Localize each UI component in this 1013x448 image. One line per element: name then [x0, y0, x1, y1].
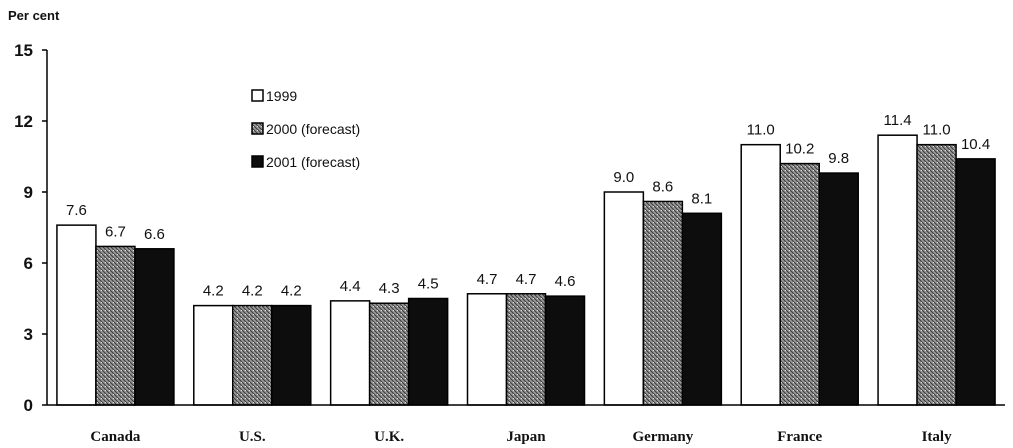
- category-label: Japan: [506, 429, 546, 445]
- data-label: 6.6: [144, 226, 165, 243]
- bar-italy-2000: [916, 143, 957, 406]
- y-tick-label: 9: [24, 183, 33, 202]
- y-axis-label: Per cent: [8, 8, 60, 23]
- bar-japan-2001: [544, 295, 586, 406]
- bar-germany-2001: [681, 212, 723, 406]
- bar-us-1999: [193, 304, 234, 406]
- y-axis: 0 3 6 9 12 15: [14, 41, 48, 415]
- data-label: 4.2: [281, 283, 302, 300]
- legend-label: 1999: [266, 88, 297, 104]
- category-label: Germany: [632, 429, 693, 445]
- data-label: 6.7: [105, 223, 126, 240]
- x-axis: Canada U.S. U.K. Japan Germany France Italy: [47, 404, 1005, 445]
- data-label: 4.7: [477, 271, 498, 288]
- bar-canada-2000: [95, 245, 136, 406]
- data-label: 9.0: [613, 169, 634, 186]
- bars-group: 7.6 6.7 6.6 4.2 4.2 4.2 4.4 4.3 4.5 4.7 4.7 4.6 9.0 8…: [56, 112, 996, 406]
- data-label: 4.5: [418, 276, 439, 293]
- legend-label: 2000 (forecast): [266, 121, 360, 137]
- legend-swatch: [251, 89, 264, 102]
- y-tick-label: 12: [14, 112, 33, 131]
- bar-canada-2001: [134, 248, 175, 406]
- bar-france-2000: [779, 162, 820, 406]
- bar-italy-1999: [877, 134, 918, 406]
- category-label: Italy: [922, 429, 953, 445]
- legend-swatch: [251, 155, 264, 168]
- bar-france-2001: [818, 172, 859, 406]
- data-label: 4.4: [340, 278, 361, 295]
- y-tick-label: 15: [14, 41, 33, 60]
- bar-france-1999: [740, 143, 781, 406]
- data-label: 7.6: [66, 202, 87, 219]
- legend-label: 2001 (forecast): [266, 154, 360, 170]
- data-label: 8.6: [652, 178, 673, 195]
- bar-us-2000: [232, 304, 273, 406]
- category-label: U.S.: [239, 429, 266, 445]
- bar-japan-2000: [505, 293, 547, 406]
- data-label: 4.2: [203, 283, 224, 300]
- data-label: 4.3: [379, 280, 400, 297]
- y-tick-label: 3: [24, 325, 33, 344]
- bar-japan-1999: [466, 293, 508, 406]
- data-label: 4.6: [555, 273, 576, 290]
- data-label: 11.4: [884, 112, 912, 129]
- data-label: 10.2: [785, 141, 814, 158]
- data-label: 4.2: [242, 283, 263, 300]
- data-label: 11.0: [747, 122, 775, 139]
- category-label: France: [777, 429, 822, 445]
- category-label: Canada: [90, 429, 141, 445]
- data-label: 4.7: [516, 271, 537, 288]
- data-label: 8.1: [691, 190, 712, 207]
- bar-uk-2001: [407, 297, 449, 406]
- category-label: U.K.: [374, 429, 404, 445]
- bar-italy-2001: [955, 158, 996, 406]
- bar-germany-1999: [603, 191, 645, 406]
- y-tick-label: 0: [24, 396, 33, 415]
- bar-canada-1999: [56, 224, 97, 406]
- legend: 1999 2000 (forecast) 2001 (forecast): [251, 88, 360, 170]
- data-label: 10.4: [961, 136, 990, 153]
- y-tick-label: 6: [24, 254, 33, 273]
- bar-uk-1999: [329, 300, 371, 406]
- data-label: 9.8: [828, 150, 849, 167]
- bar-us-2001: [271, 304, 312, 406]
- bar-germany-2000: [642, 200, 684, 406]
- legend-swatch: [251, 122, 264, 135]
- bar-uk-2000: [368, 302, 410, 406]
- data-label: 11.0: [923, 122, 951, 139]
